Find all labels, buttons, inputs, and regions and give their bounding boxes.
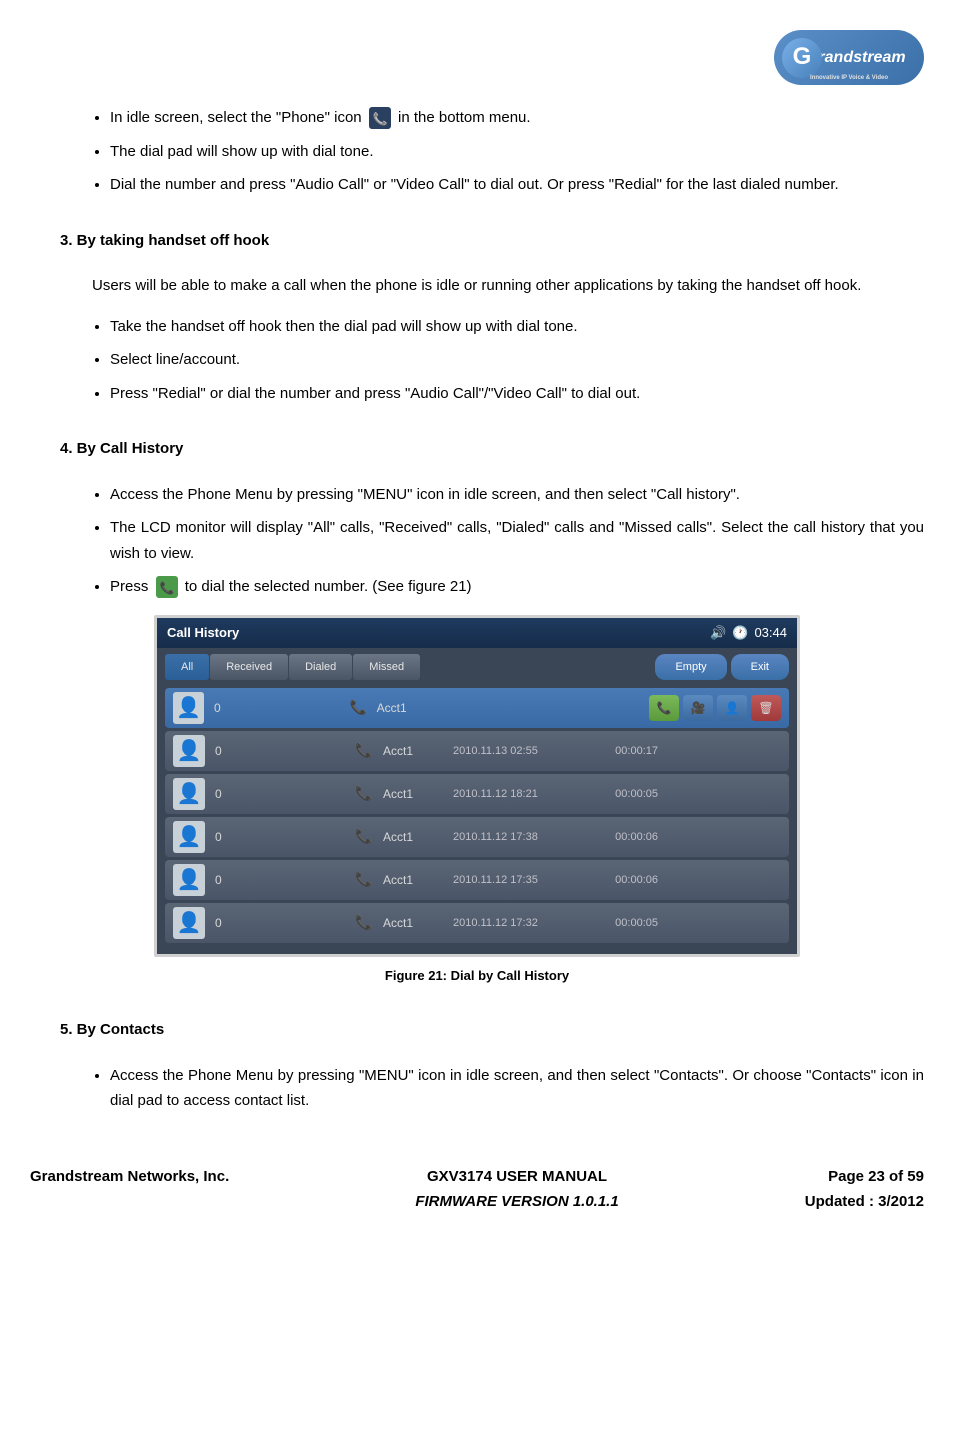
ch-avatar-icon: 👤 (173, 907, 205, 939)
ch-account: Acct1 (383, 784, 453, 804)
ch-row[interactable]: 👤 0📞Acct12010.11.12 17:3500:00:06 (165, 860, 789, 900)
ch-direction-icon: 📞 (355, 868, 383, 892)
ch-caller-id: 0 (215, 827, 355, 847)
footer-page: Page 23 of 59 (805, 1164, 924, 1190)
phone-icon (369, 107, 391, 129)
ch-direction-icon: 📞 (355, 739, 383, 763)
bullet-item: Access the Phone Menu by pressing "MENU"… (110, 1063, 924, 1114)
ch-account: Acct1 (383, 741, 453, 761)
ch-avatar-icon: 👤 (173, 864, 205, 896)
ch-row[interactable]: 👤 0📞Acct12010.11.12 17:3200:00:05 (165, 903, 789, 943)
section-3-intro: Users will be able to make a call when t… (92, 273, 894, 299)
bullet-item: Dial the number and press "Audio Call" o… (110, 172, 924, 198)
ch-row-list: 👤0📞Acct1📞🎥👤🗑👤0📞Acct12010.11.13 02:5500:0… (157, 686, 797, 954)
figure-21-container: Call History 🔊 🕐 03:44 All Received Dial… (30, 615, 924, 958)
ch-status-area: 🔊 🕐 03:44 (710, 622, 787, 644)
ch-delete-icon[interactable]: 🗑 (751, 695, 781, 721)
bullet-item: In idle screen, select the "Phone" icon … (110, 105, 924, 131)
ch-account: Acct1 (377, 698, 445, 718)
top-bullet-list: In idle screen, select the "Phone" icon … (30, 105, 924, 198)
ch-datetime: 2010.11.12 17:38 (453, 828, 583, 847)
ch-account: Acct1 (383, 870, 453, 890)
ch-avatar-icon: 👤 (173, 692, 204, 724)
ch-title: Call History (167, 622, 239, 644)
ch-tab-bar: All Received Dialed Missed Empty Exit (157, 648, 797, 687)
ch-empty-button[interactable]: Empty (655, 654, 726, 681)
ch-account: Acct1 (383, 913, 453, 933)
ch-datetime: 2010.11.13 02:55 (453, 742, 583, 761)
figure-21-caption: Figure 21: Dial by Call History (30, 965, 924, 987)
ch-tab-received[interactable]: Received (210, 654, 288, 681)
ch-caller-id: 0 (215, 741, 355, 761)
footer-firmware: FIRMWARE VERSION 1.0.1.1 (415, 1189, 618, 1215)
section-5-bullets: Access the Phone Menu by pressing "MENU"… (30, 1063, 924, 1114)
logo-tagline: Innovative IP Voice & Video (810, 73, 888, 83)
volume-icon: 🔊 (710, 622, 726, 644)
footer-company: Grandstream Networks, Inc. (30, 1164, 229, 1215)
footer-center: GXV3174 USER MANUAL FIRMWARE VERSION 1.0… (415, 1164, 618, 1215)
footer-manual: GXV3174 USER MANUAL (415, 1164, 618, 1190)
bullet-item: The dial pad will show up with dial tone… (110, 139, 924, 165)
bullet-item: Select line/account. (110, 347, 924, 373)
bullet-item: Press to dial the selected number. (See … (110, 574, 924, 600)
ch-account: Acct1 (383, 827, 453, 847)
ch-direction-icon: 📞 (355, 825, 383, 849)
ch-avatar-icon: 👤 (173, 778, 205, 810)
bullet-item: The LCD monitor will display "All" calls… (110, 515, 924, 566)
page-footer: Grandstream Networks, Inc. GXV3174 USER … (30, 1154, 924, 1215)
clock-icon: 🕐 (732, 622, 748, 644)
ch-caller-id: 0 (215, 784, 355, 804)
ch-duration: 00:00:06 (583, 828, 658, 847)
ch-audio-call-icon[interactable]: 📞 (649, 695, 679, 721)
ch-duration: 00:00:17 (583, 742, 658, 761)
ch-datetime: 2010.11.12 17:32 (453, 914, 583, 933)
ch-tab-all[interactable]: All (165, 654, 209, 681)
ch-datetime: 2010.11.12 18:21 (453, 785, 583, 804)
ch-duration: 00:00:05 (583, 914, 658, 933)
section-4-heading: 4. By Call History (60, 436, 924, 462)
bullet-item: Press "Redial" or dial the number and pr… (110, 381, 924, 407)
ch-duration: 00:00:06 (583, 871, 658, 890)
section-5-heading: 5. By Contacts (60, 1017, 924, 1043)
section-3-bullets: Take the handset off hook then the dial … (30, 314, 924, 407)
ch-tab-missed[interactable]: Missed (353, 654, 420, 681)
bullet-item: Take the handset off hook then the dial … (110, 314, 924, 340)
page-header: randstream Innovative IP Voice & Video (30, 30, 924, 85)
ch-caller-id: 0 (215, 913, 355, 933)
call-icon (156, 576, 178, 598)
section-3-heading: 3. By taking handset off hook (60, 228, 924, 254)
ch-direction-icon: 📞 (355, 782, 383, 806)
ch-exit-button[interactable]: Exit (731, 654, 789, 681)
ch-direction-icon: 📞 (355, 911, 383, 935)
ch-duration: 00:00:05 (583, 785, 658, 804)
ch-titlebar: Call History 🔊 🕐 03:44 (157, 618, 797, 648)
logo-text: randstream (818, 44, 905, 71)
section-4-bullets: Access the Phone Menu by pressing "MENU"… (30, 482, 924, 600)
ch-row[interactable]: 👤0📞Acct1📞🎥👤🗑 (165, 688, 789, 728)
ch-row[interactable]: 👤 0📞Acct12010.11.13 02:5500:00:17 (165, 731, 789, 771)
ch-tab-dialed[interactable]: Dialed (289, 654, 352, 681)
bullet-item: Access the Phone Menu by pressing "MENU"… (110, 482, 924, 508)
ch-datetime: 2010.11.12 17:35 (453, 871, 583, 890)
footer-right: Page 23 of 59 Updated : 3/2012 (805, 1164, 924, 1215)
ch-row[interactable]: 👤 0📞Acct12010.11.12 18:2100:00:05 (165, 774, 789, 814)
ch-caller-id: 0 (214, 698, 350, 718)
ch-tab-group: All Received Dialed Missed (165, 654, 420, 681)
call-history-screenshot: Call History 🔊 🕐 03:44 All Received Dial… (154, 615, 800, 958)
ch-avatar-icon: 👤 (173, 735, 205, 767)
ch-row[interactable]: 👤 0📞Acct12010.11.12 17:3800:00:06 (165, 817, 789, 857)
ch-row-actions: 📞🎥👤🗑 (649, 695, 781, 721)
footer-updated: Updated : 3/2012 (805, 1189, 924, 1215)
ch-video-call-icon[interactable]: 🎥 (683, 695, 713, 721)
ch-action-buttons: Empty Exit (655, 654, 789, 681)
ch-time: 03:44 (754, 622, 787, 644)
ch-avatar-icon: 👤 (173, 821, 205, 853)
grandstream-logo: randstream Innovative IP Voice & Video (774, 30, 924, 85)
ch-add-contact-icon[interactable]: 👤 (717, 695, 747, 721)
ch-caller-id: 0 (215, 870, 355, 890)
ch-direction-icon: 📞 (350, 696, 377, 720)
